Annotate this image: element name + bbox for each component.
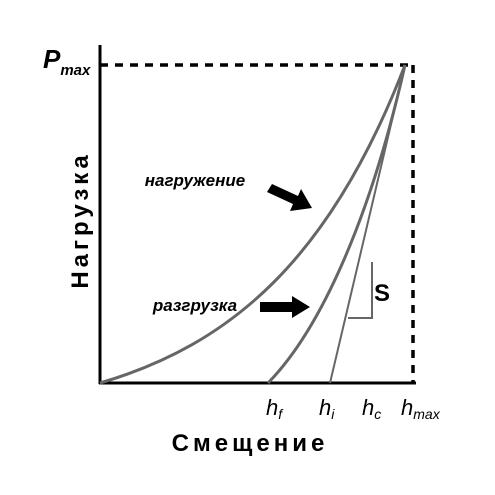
symbol: h xyxy=(266,395,278,420)
subscript: i xyxy=(331,406,335,422)
unloading-label: разгрузка xyxy=(152,296,237,315)
subscript: max xyxy=(60,62,91,79)
unloading-arrow xyxy=(260,296,310,318)
symbol: h xyxy=(401,395,413,420)
symbol: P xyxy=(43,44,61,74)
loading-arrow xyxy=(267,184,312,211)
x-marker: hc xyxy=(362,395,381,422)
loading-label: нагружение xyxy=(145,171,245,190)
pmax-label: Pmax xyxy=(43,44,91,79)
stiffness-label: S xyxy=(374,280,390,307)
x-marker: hmax xyxy=(401,395,441,422)
stiffness-triangle xyxy=(348,262,373,319)
subscript: max xyxy=(413,406,440,422)
symbol: h xyxy=(362,395,374,420)
subscript: f xyxy=(278,406,284,422)
symbol: h xyxy=(319,395,331,420)
x-marker: hf xyxy=(266,395,284,422)
x-marker: hi xyxy=(319,395,335,422)
x-markers: hf hi hc hmax xyxy=(266,395,441,422)
y-axis-title: Нагрузка xyxy=(67,151,94,288)
loading-curve xyxy=(99,64,407,385)
tangent-line xyxy=(329,64,406,384)
subscript: c xyxy=(374,406,381,422)
x-axis-title: Смещение xyxy=(172,430,329,457)
